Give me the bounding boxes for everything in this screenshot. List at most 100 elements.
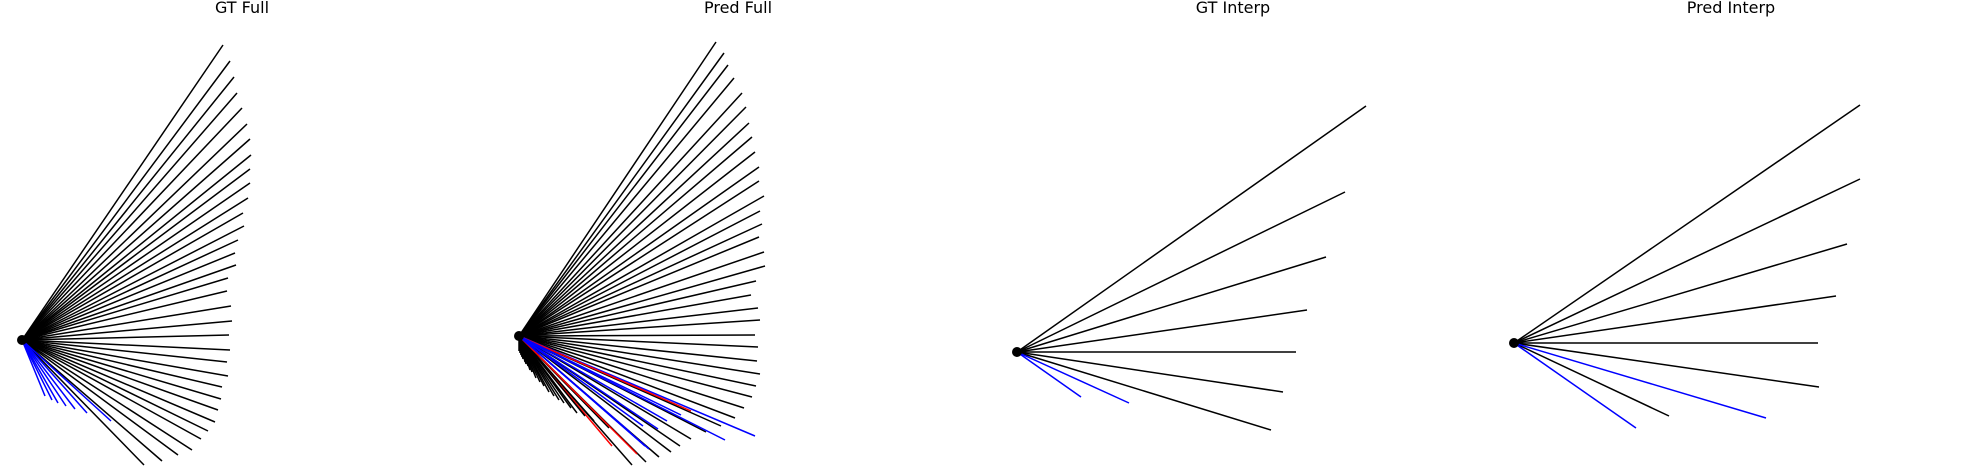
ray-black-22 [518,335,759,348]
ray-black-17 [21,290,228,341]
ray-black-23 [518,335,758,362]
ray-blue-35 [21,339,88,414]
ray-blue-71 [518,335,682,416]
ray-black-9 [21,182,251,341]
ray-blue-67 [518,335,631,433]
ray-black-7 [518,136,753,337]
ray-black-29 [21,339,202,440]
ray-black-30 [21,339,193,451]
ray-black-16 [518,265,766,337]
ray-blue-36 [21,339,76,410]
ray-group [1016,105,1367,431]
ray-blue-68 [518,335,659,430]
ray-black-33 [21,339,145,466]
panel-title-pred-full: Pred Full [704,0,772,17]
ray-black-9 [518,166,760,337]
ray-black-1 [1016,191,1346,353]
ray-black-0 [1513,104,1861,344]
ray-black-40 [518,335,586,417]
ray-black-18 [518,294,752,337]
ray-black-1 [21,60,231,341]
ray-black-6 [518,122,750,337]
ray-black-5 [518,106,747,337]
ray-black-24 [518,335,761,375]
ray-blue-70 [518,335,668,422]
ray-black-20 [518,319,761,337]
ray-black-12 [518,210,761,337]
panel-gt-interp: GT Interp [1012,0,1367,431]
panel-pred-interp: Pred Interp [1509,0,1861,429]
ray-black-2 [1513,243,1848,344]
ray-black-21 [518,334,756,337]
ray-black-19 [518,307,759,337]
ray-red-65 [518,335,638,455]
ray-black-7 [21,154,252,341]
ray-black-33 [518,335,672,453]
origin-point [1012,347,1022,357]
ray-black-2 [518,64,729,337]
ray-black-10 [518,180,760,337]
ray-black-1 [1513,178,1861,344]
ray-group [1513,104,1861,429]
ray-black-3 [21,92,238,341]
ray-black-2 [1016,256,1327,353]
ray-black-0 [518,41,717,337]
ray-black-20 [21,334,230,341]
panel-title-pred-interp: Pred Interp [1687,0,1775,17]
ray-black-14 [21,252,236,341]
ray-black-1 [518,52,725,337]
ray-black-12 [21,225,245,341]
ray-black-15 [518,251,765,337]
ray-black-10 [21,197,249,341]
ray-blue-8 [1016,351,1082,398]
ray-black-31 [21,339,179,456]
ray-black-3 [1513,295,1837,344]
ray-black-6 [1016,351,1272,431]
ray-black-6 [21,138,251,341]
ray-black-26 [518,335,753,398]
ray-black-28 [21,339,209,432]
ray-black-5 [1016,351,1284,393]
ray-black-25 [21,339,222,400]
ray-blue-40 [21,339,46,397]
ray-black-28 [518,335,736,419]
ray-blue-37 [21,339,67,407]
ray-black-18 [21,305,232,341]
ray-blue-34 [21,339,112,422]
ray-black-8 [518,151,756,337]
origin-point [17,335,27,345]
ray-blue-39 [21,339,53,401]
ray-black-22 [21,339,228,363]
ray-blue-69 [518,335,644,427]
ray-black-3 [1016,309,1308,353]
ray-blue-8 [1513,342,1767,419]
origin-point [514,331,524,341]
ray-black-0 [1016,105,1367,353]
ray-black-15 [21,264,237,341]
ray-black-13 [21,239,239,341]
panel-pred-full: Pred Full [514,0,772,466]
ray-black-19 [21,320,233,341]
ray-black-16 [21,277,229,341]
ray-black-27 [518,335,745,409]
ray-black-5 [1513,342,1820,388]
panel-title-gt-interp: GT Interp [1196,0,1270,17]
ray-group [518,41,766,466]
ray-red-63 [518,335,692,412]
ray-black-8 [21,168,251,341]
ray-black-6 [1513,342,1670,417]
ray-black-4 [21,107,243,341]
ray-black-5 [21,123,248,341]
ray-black-14 [518,236,760,337]
panel-title-gt-full: GT Full [215,0,269,17]
ray-black-13 [518,223,763,337]
ray-black-24 [21,339,223,388]
ray-black-11 [21,212,244,341]
ray-black-26 [21,339,219,411]
ray-blue-7 [1016,351,1130,404]
ray-group [21,44,252,466]
panel-gt-full: GT Full [17,0,269,466]
ray-black-4 [518,92,743,337]
ray-black-11 [518,195,765,337]
